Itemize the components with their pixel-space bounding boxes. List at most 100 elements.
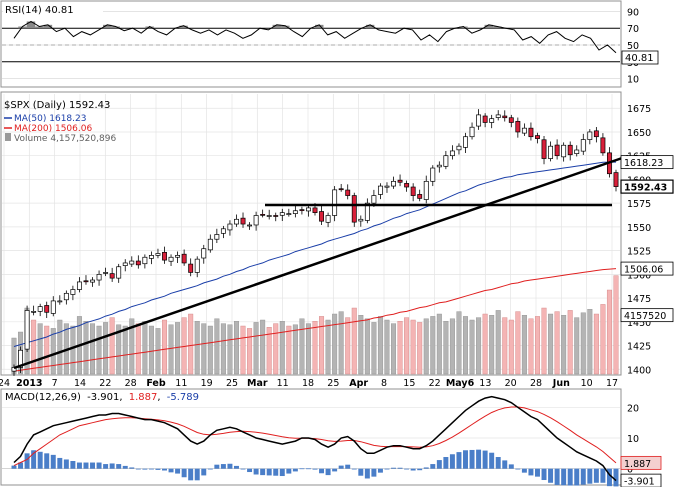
volume-bar [286, 325, 292, 375]
candle-body [31, 311, 37, 313]
volume-bar [377, 316, 383, 375]
macd-hist-bar [312, 468, 318, 470]
volume-bar [214, 318, 220, 375]
price-tag-box [620, 308, 674, 323]
volume-bar [325, 319, 331, 375]
rsi-label: RSI(14) 40.81 [5, 5, 74, 16]
candle-body [207, 238, 213, 251]
price-tag-box [620, 155, 674, 170]
macd-hist-bar [449, 454, 455, 469]
volume-bar [410, 319, 416, 375]
volume-bar [109, 317, 115, 375]
x-tick-label: 20 [505, 378, 517, 389]
macd-hist-bar [24, 453, 30, 469]
candle-body [561, 144, 567, 158]
candle-body [377, 185, 383, 195]
volume-bar [345, 317, 351, 375]
rsi-tick-label: 70 [627, 24, 639, 35]
candle-body [135, 260, 141, 266]
macd-hist-bar [548, 468, 554, 483]
x-tick-label: 13 [479, 378, 491, 389]
candle-body [240, 217, 246, 225]
volume-bar [319, 316, 325, 375]
volume-bar [528, 318, 534, 375]
candle-body [384, 185, 390, 188]
price-tick-label: 1525 [627, 247, 651, 258]
candle-body [188, 263, 194, 273]
volume-bar [96, 325, 102, 375]
x-tick-label: 7 [52, 378, 58, 389]
volume-bar [233, 321, 239, 375]
macd-hist-bar [103, 464, 109, 469]
macd-hist-bar [188, 468, 194, 481]
rsi-value-label: 40.81 [625, 53, 654, 64]
candle-body [227, 223, 233, 231]
macd-hist-bar [109, 463, 115, 469]
rsi-tick-label: 10 [627, 75, 639, 86]
candle-body [148, 255, 154, 259]
price-tag-box [620, 179, 674, 194]
macd-hist-bar [247, 468, 253, 473]
price-tick-label: 1400 [627, 365, 651, 376]
volume-bar [253, 322, 259, 375]
macd-panel-frame [0, 388, 622, 486]
volume-bar [37, 323, 43, 375]
x-tick-label: 19 [201, 378, 213, 389]
volume-bar [31, 319, 37, 375]
volume-bar [292, 324, 298, 375]
volume-bar [417, 322, 423, 375]
x-tick-label: 10 [581, 378, 593, 389]
candle-body [358, 218, 364, 222]
macd-hist-bar [391, 467, 397, 469]
candle-body [351, 195, 357, 223]
macd-hist-bar [201, 468, 207, 476]
volume-bar [260, 319, 266, 375]
macd-hist-bar [207, 468, 213, 470]
candle-body [364, 202, 370, 221]
candle-body [489, 118, 495, 123]
volume-bar [593, 313, 599, 375]
x-tick-label: Apr [349, 378, 368, 389]
macd-hist-bar [554, 468, 560, 485]
macd-hist-bar [593, 468, 599, 483]
candle-body [90, 279, 95, 283]
price-grid [2, 94, 620, 374]
macd-hist-bar [371, 468, 377, 477]
macd-hist-bar [443, 457, 449, 469]
price-tags: 1618.23 1592.43 1506.06 4157520 [620, 155, 674, 323]
candle-body [44, 305, 50, 313]
macd-hist-bar [57, 457, 63, 469]
x-tick-label: May6 [446, 378, 475, 389]
volume-bar [397, 321, 403, 375]
candle-body [495, 114, 501, 118]
candle-body [397, 179, 403, 183]
candle-body [332, 189, 338, 216]
candle-body [430, 167, 436, 182]
volume-bar [364, 318, 370, 375]
macd-hist-bar [364, 468, 370, 479]
macd-tick-label: 0 [627, 465, 633, 476]
macd-hist-bar [76, 462, 82, 469]
volume-bar [423, 318, 429, 375]
candle-body [541, 139, 547, 159]
macd-hist-bar [377, 468, 383, 473]
candle-body [273, 215, 279, 217]
x-tick-label: 11 [277, 378, 289, 389]
candle-body [103, 272, 109, 274]
rsi-label-bg [3, 2, 103, 16]
volume-bar [312, 321, 318, 375]
x-tick-label: 28 [125, 378, 137, 389]
candle-body [83, 280, 89, 283]
candle-body [600, 137, 606, 154]
macd-hist-bar [430, 464, 436, 469]
macd-hist-bar [233, 465, 239, 469]
volume-bar [122, 325, 128, 375]
volume-bar [279, 321, 285, 375]
signal-value: 1.887 [129, 392, 158, 403]
candle-body [24, 310, 30, 350]
macd-hist-bar [240, 468, 246, 470]
macd-hist-bar [194, 468, 200, 481]
macd-hist-bar [423, 467, 429, 469]
rsi-panel-frame [0, 0, 622, 88]
candle-body [260, 214, 266, 216]
